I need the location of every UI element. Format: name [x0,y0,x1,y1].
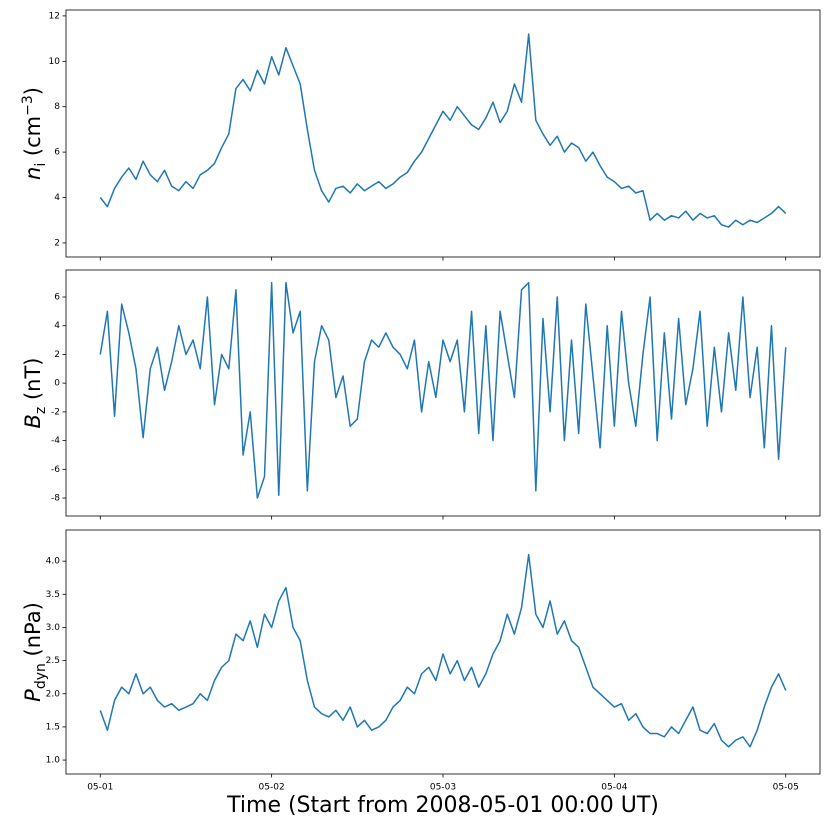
y-tick-label: 3.5 [46,590,60,600]
plot-area [99,553,787,748]
x-tick-label: 05-04 [601,783,627,793]
plot-area [99,33,787,228]
y-tick-label: 1.5 [46,722,60,732]
y-tick-label: 2.5 [46,656,60,666]
y-tick-label: 12 [49,11,60,21]
y-tick-label: 2 [54,350,60,360]
y-tick-label: 8 [54,102,60,112]
panel: 1.0 1.5 2.0 2.5 3.0 3.5 4.0 05-01 05-02 05-03 05-0… [21,529,821,818]
y-tick-label: 6 [54,292,60,302]
y-axis-label-part: (nPa) [21,602,45,663]
y-axis-label-part: ) [21,87,45,95]
y-tick-label: 4 [54,321,60,331]
panel: -8 -6 -4 -2 0 2 4 6 Bz (nT) [21,269,821,520]
y-axis-label-part: i [33,163,49,167]
y-tick-label: 1.0 [46,756,61,766]
plot-area [99,281,787,499]
y-tick-label: 6 [54,148,60,158]
panel: 2 4 6 8 10 12 ni (cm−3) [20,9,821,261]
x-axis-label: Time (Start from 2008-05-01 00:00 UT) [226,793,659,818]
y-tick-label: 10 [49,57,61,67]
x-tick-label: 05-03 [430,783,456,793]
axes-frame [65,529,821,775]
x-tick-label: 05-01 [87,783,113,793]
y-tick-label: -2 [51,407,60,417]
y-tick-label: 4.0 [46,557,61,567]
data-line [99,281,787,499]
y-axis-label: ni (cm−3) [20,87,49,180]
x-tick-label: 05-02 [259,783,285,793]
y-axis-label-part: n [21,167,45,180]
y-tick-label: 4 [54,193,60,203]
y-axis-label-part: (cm [21,116,45,163]
y-tick-label: 0 [54,379,60,389]
y-axis-label-part: dyn [33,663,49,689]
data-line [99,553,787,748]
y-tick-label: -4 [51,436,60,446]
y-axis-label: Bz (nT) [21,358,49,429]
axes-frame [65,9,821,258]
y-axis-label-part: z [33,407,49,414]
y-tick-label: 2 [54,238,60,248]
y-axis-label: Pdyn (nPa) [21,602,49,702]
y-axis-label-part: P [21,689,45,702]
y-tick-label: 3.0 [46,623,61,633]
y-axis-label-part: B [21,414,45,428]
data-line [99,33,787,228]
x-tick-label: 05-05 [773,783,799,793]
y-tick-label: -6 [51,465,60,475]
y-axis-label-part: (nT) [21,358,45,407]
axes-frame [65,269,821,517]
y-axis-label-part: −3 [20,95,36,116]
y-tick-label: -8 [51,494,60,504]
y-tick-label: 2.0 [46,689,61,699]
